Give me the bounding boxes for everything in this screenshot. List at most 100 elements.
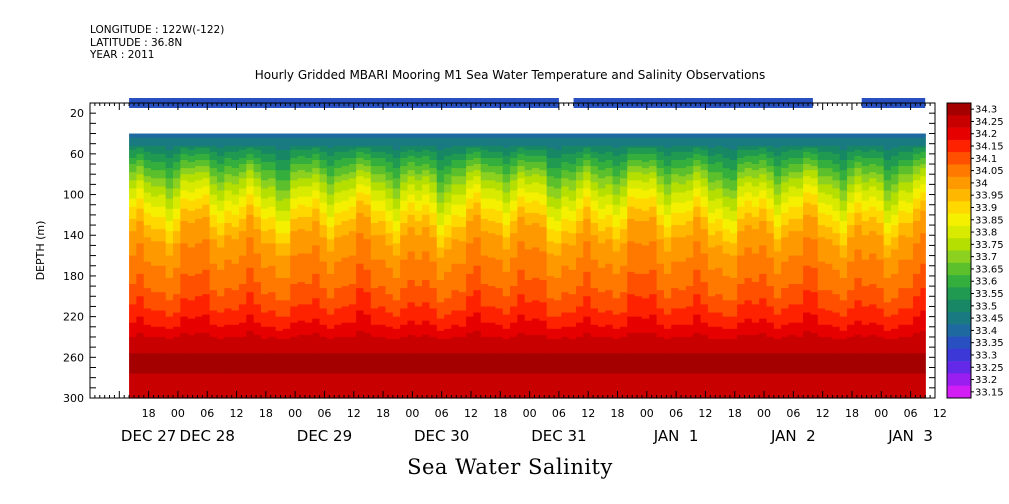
- salinity-cell: [297, 166, 306, 169]
- salinity-cell: [282, 280, 291, 283]
- salinity-cell: [290, 235, 299, 238]
- salinity-cell: [253, 235, 262, 238]
- salinity-cell: [202, 347, 211, 350]
- salinity-cell: [209, 290, 218, 293]
- salinity-cell: [187, 355, 196, 358]
- salinity-cell: [180, 155, 189, 159]
- salinity-cell: [253, 147, 262, 151]
- salinity-cell: [282, 286, 291, 289]
- salinity-cell: [238, 375, 247, 379]
- salinity-cell: [282, 296, 291, 299]
- salinity-cell: [136, 383, 145, 387]
- salinity-cell: [275, 137, 284, 141]
- salinity-cell: [143, 229, 152, 232]
- salinity-cell: [129, 223, 138, 226]
- salinity-cell: [187, 243, 196, 247]
- salinity-cell: [246, 383, 255, 387]
- salinity-cell: [246, 261, 255, 265]
- salinity-cell: [209, 351, 218, 354]
- salinity-cell: [275, 294, 284, 297]
- salinity-cell: [290, 304, 299, 308]
- salinity-cell: [151, 265, 159, 269]
- salinity-cell: [231, 363, 240, 367]
- salinity-cell: [143, 255, 152, 259]
- salinity-cell: [238, 133, 247, 137]
- salinity-cell: [231, 145, 240, 149]
- salinity-cell: [231, 204, 240, 208]
- salinity-cell: [143, 218, 152, 222]
- salinity-cell: [275, 186, 284, 190]
- salinity-cell: [246, 322, 255, 326]
- salinity-cell: [246, 247, 255, 251]
- salinity-cell: [173, 345, 181, 348]
- salinity-cell: [246, 273, 255, 277]
- salinity-cell: [275, 149, 284, 153]
- salinity-cell: [282, 308, 291, 312]
- salinity-cell: [129, 159, 138, 163]
- salinity-cell: [268, 383, 277, 387]
- salinity-cell: [209, 159, 218, 163]
- salinity-cell: [282, 339, 291, 342]
- salinity-cell: [297, 235, 306, 238]
- salinity-cell: [143, 273, 152, 277]
- salinity-cell: [282, 212, 291, 216]
- salinity-cell: [216, 192, 225, 196]
- salinity-cell: [158, 373, 167, 377]
- salinity-cell: [290, 292, 299, 295]
- salinity-cell: [297, 330, 306, 334]
- salinity-cell: [180, 162, 189, 165]
- salinity-cell: [151, 353, 159, 356]
- salinity-cell: [180, 143, 189, 147]
- salinity-cell: [195, 214, 203, 218]
- salinity-cell: [173, 298, 181, 301]
- salinity-cell: [129, 296, 138, 299]
- salinity-cell: [253, 292, 262, 295]
- salinity-cell: [297, 379, 306, 383]
- salinity-cell: [143, 204, 152, 208]
- salinity-cell: [238, 182, 247, 185]
- salinity-cell: [129, 292, 138, 295]
- salinity-cell: [224, 149, 233, 153]
- salinity-cell: [151, 164, 159, 167]
- salinity-cell: [282, 143, 291, 147]
- salinity-cell: [129, 170, 138, 173]
- salinity-cell: [129, 373, 138, 377]
- salinity-cell: [246, 355, 255, 358]
- salinity-cell: [282, 208, 291, 212]
- salinity-cell: [246, 316, 255, 320]
- salinity-cell: [246, 235, 255, 238]
- salinity-cell: [246, 347, 255, 350]
- salinity-cell: [290, 345, 299, 348]
- salinity-cell: [297, 200, 306, 204]
- salinity-cell: [202, 151, 211, 155]
- salinity-cell: [246, 229, 255, 232]
- salinity-cell: [260, 349, 269, 352]
- salinity-cell: [224, 243, 233, 247]
- salinity-cell: [246, 155, 255, 159]
- salinity-cell: [290, 243, 299, 247]
- salinity-cell: [282, 349, 291, 352]
- salinity-cell: [209, 166, 218, 169]
- salinity-cell: [209, 324, 218, 328]
- salinity-cell: [224, 247, 233, 251]
- salinity-cell: [136, 233, 145, 236]
- salinity-cell: [275, 322, 284, 326]
- salinity-cell: [187, 318, 196, 322]
- salinity-cell: [268, 218, 277, 222]
- salinity-cell: [202, 357, 211, 360]
- salinity-cell: [253, 166, 262, 169]
- salinity-cell: [260, 145, 269, 149]
- salinity-cell: [231, 308, 240, 312]
- salinity-cell: [158, 225, 167, 228]
- salinity-cell: [282, 294, 291, 297]
- salinity-cell: [246, 178, 255, 181]
- salinity-cell: [290, 139, 299, 143]
- salinity-cell: [129, 341, 138, 344]
- salinity-cell: [290, 162, 299, 165]
- salinity-cell: [158, 194, 167, 198]
- salinity-cell: [187, 271, 196, 275]
- salinity-cell: [158, 332, 167, 336]
- salinity-cell: [290, 182, 299, 185]
- salinity-cell: [202, 206, 211, 210]
- salinity-cell: [151, 200, 159, 204]
